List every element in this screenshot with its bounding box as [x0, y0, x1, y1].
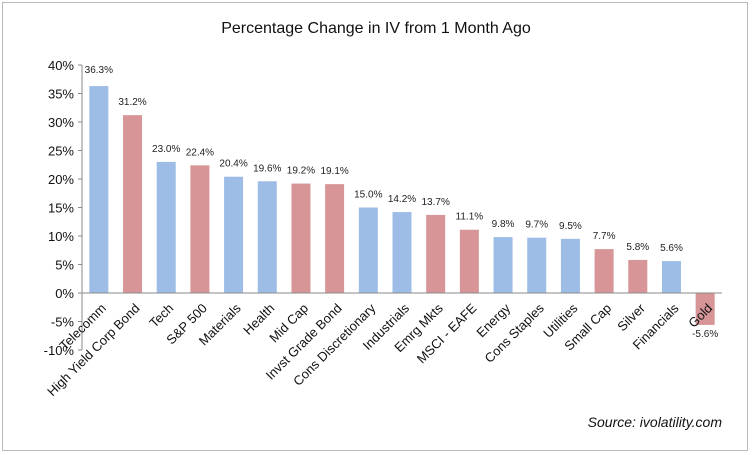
bar — [257, 181, 277, 293]
data-label: 9.5% — [559, 221, 582, 232]
bar — [661, 261, 681, 293]
bar — [594, 249, 614, 293]
data-label: 5.8% — [626, 242, 649, 253]
data-label: -5.6% — [692, 329, 718, 340]
bar — [224, 176, 244, 293]
bar — [695, 293, 715, 325]
bar — [156, 161, 176, 293]
source-note: Source: ivolatility.com — [587, 414, 722, 430]
data-label: 19.1% — [320, 166, 348, 177]
bar — [493, 237, 513, 293]
bar — [358, 207, 378, 293]
data-label: 19.2% — [287, 166, 315, 177]
bar — [426, 214, 446, 293]
data-label: 23.0% — [152, 144, 180, 155]
data-label: 19.6% — [253, 163, 281, 174]
bar — [392, 212, 412, 293]
y-tick-label: -10% — [44, 343, 75, 358]
y-tick-label: -5% — [51, 315, 75, 330]
y-tick-label: 0% — [55, 286, 74, 301]
data-label: 9.7% — [525, 220, 548, 231]
y-tick-label: 20% — [48, 172, 74, 187]
bar — [325, 184, 345, 293]
x-tick-label: Tech — [146, 301, 176, 331]
bar — [291, 183, 311, 293]
data-label: 31.2% — [118, 97, 146, 108]
y-tick-label: 30% — [48, 115, 74, 130]
y-tick-label: 35% — [48, 87, 74, 102]
y-tick-label: 25% — [48, 144, 74, 159]
y-tick-label: 5% — [55, 258, 74, 273]
bar — [527, 237, 547, 293]
y-tick-label: 10% — [48, 229, 74, 244]
data-label: 11.1% — [456, 212, 484, 223]
data-label: 20.4% — [219, 159, 247, 170]
bar — [560, 238, 580, 293]
data-label: 14.2% — [388, 194, 416, 205]
x-tick-label: Cons Staples — [482, 300, 548, 366]
bar — [89, 86, 109, 293]
bar — [190, 165, 210, 293]
data-label: 13.7% — [422, 197, 450, 208]
data-label: 5.6% — [660, 243, 683, 254]
bar — [628, 259, 648, 293]
data-label: 9.8% — [492, 219, 515, 230]
chart-title: Percentage Change in IV from 1 Month Ago — [221, 20, 531, 37]
data-label: 15.0% — [354, 190, 382, 201]
data-label: 36.3% — [85, 65, 113, 76]
y-tick-label: 40% — [48, 58, 74, 73]
bar — [123, 115, 143, 293]
data-label: 7.7% — [593, 231, 616, 242]
data-label: 22.4% — [186, 147, 214, 158]
bar — [459, 229, 479, 293]
y-tick-label: 15% — [48, 201, 74, 216]
